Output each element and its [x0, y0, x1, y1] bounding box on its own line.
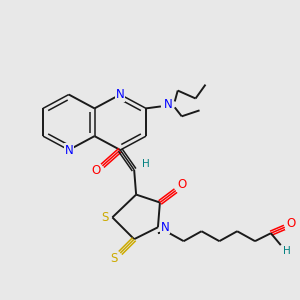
Text: O: O [177, 178, 186, 191]
Text: O: O [91, 164, 100, 177]
Text: O: O [286, 217, 295, 230]
Text: N: N [164, 98, 172, 111]
Text: N: N [160, 221, 169, 234]
Text: N: N [64, 143, 73, 157]
Text: N: N [116, 88, 125, 101]
Text: H: H [142, 159, 150, 169]
Text: S: S [111, 253, 118, 266]
Text: S: S [102, 211, 109, 224]
Text: H: H [283, 246, 291, 256]
